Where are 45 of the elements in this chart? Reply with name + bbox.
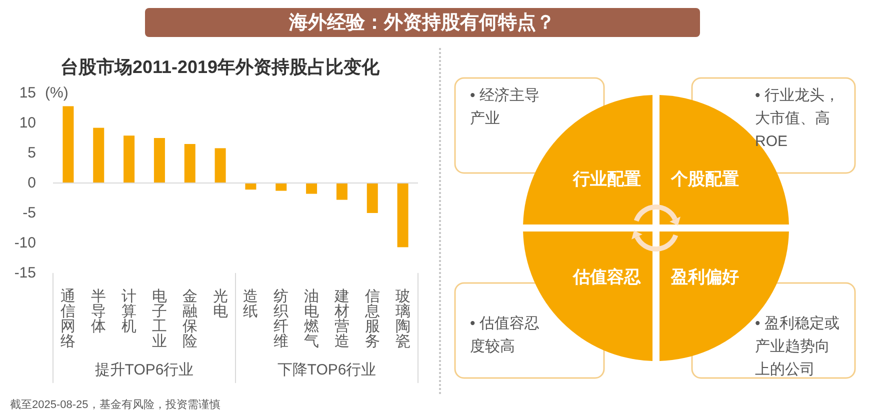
bar bbox=[184, 144, 196, 183]
category-label: 行业配置 bbox=[572, 170, 641, 188]
bar bbox=[336, 183, 348, 200]
x-tick-label: 半导体 bbox=[91, 288, 106, 335]
category-label: 估值容忍 bbox=[572, 268, 641, 286]
y-tick-label: 10 bbox=[19, 114, 36, 132]
category-label: 盈利偏好 bbox=[670, 268, 739, 286]
x-tick-label: 电子工业 bbox=[152, 288, 167, 350]
bar bbox=[276, 183, 287, 191]
text: • 经济主导产业 bbox=[470, 86, 540, 129]
y-tick-label: 5 bbox=[28, 144, 36, 162]
bar bbox=[366, 183, 378, 213]
x-tick-label: 光电 bbox=[212, 288, 228, 320]
chart-subtitle: 台股市场2011-2019年外资持股占比变化 bbox=[60, 57, 381, 77]
y-tick-label: 15 bbox=[19, 84, 36, 102]
bar bbox=[93, 128, 104, 183]
x-tick-label: 金融保险 bbox=[182, 288, 198, 350]
y-tick-label: -5 bbox=[22, 204, 36, 222]
x-tick-label: 造纸 bbox=[243, 288, 258, 320]
chart-title: 海外经验：外资持股有何特点？ bbox=[288, 12, 555, 34]
x-tick-label: 纺织纤维 bbox=[274, 288, 289, 350]
bar bbox=[306, 183, 318, 194]
bar bbox=[214, 148, 226, 183]
text: 提升TOP6行业 bbox=[94, 362, 194, 378]
text: 下降TOP6行业 bbox=[277, 362, 376, 378]
x-tick-label: 通信网络 bbox=[60, 288, 76, 350]
bar bbox=[62, 106, 74, 183]
text: • 盈利稳定或产业趋势向上的公司 bbox=[755, 314, 840, 380]
x-tick-label: 计算机 bbox=[122, 288, 137, 335]
y-tick-label: -10 bbox=[14, 234, 36, 252]
y-tick-label: 0 bbox=[28, 174, 36, 192]
x-tick-label: 建材营造 bbox=[333, 288, 350, 350]
bar bbox=[397, 183, 408, 248]
category-label: 个股配置 bbox=[670, 170, 739, 188]
bar bbox=[245, 183, 256, 190]
x-tick-label: 油电燃气 bbox=[304, 288, 320, 350]
bar bbox=[154, 138, 165, 183]
text: 截至2025-08-25，基金有风险，投资需谨慎 bbox=[10, 398, 220, 411]
y-axis-title: (%) bbox=[45, 84, 68, 102]
text: • 行业龙头，大市值、高ROE bbox=[755, 86, 840, 152]
text: • 估值容忍度较高 bbox=[470, 314, 540, 357]
bar bbox=[124, 136, 135, 183]
y-tick-label: -15 bbox=[14, 264, 36, 282]
x-tick-label: 信息服务 bbox=[364, 288, 380, 350]
x-tick-label: 玻璃陶瓷 bbox=[395, 288, 410, 350]
